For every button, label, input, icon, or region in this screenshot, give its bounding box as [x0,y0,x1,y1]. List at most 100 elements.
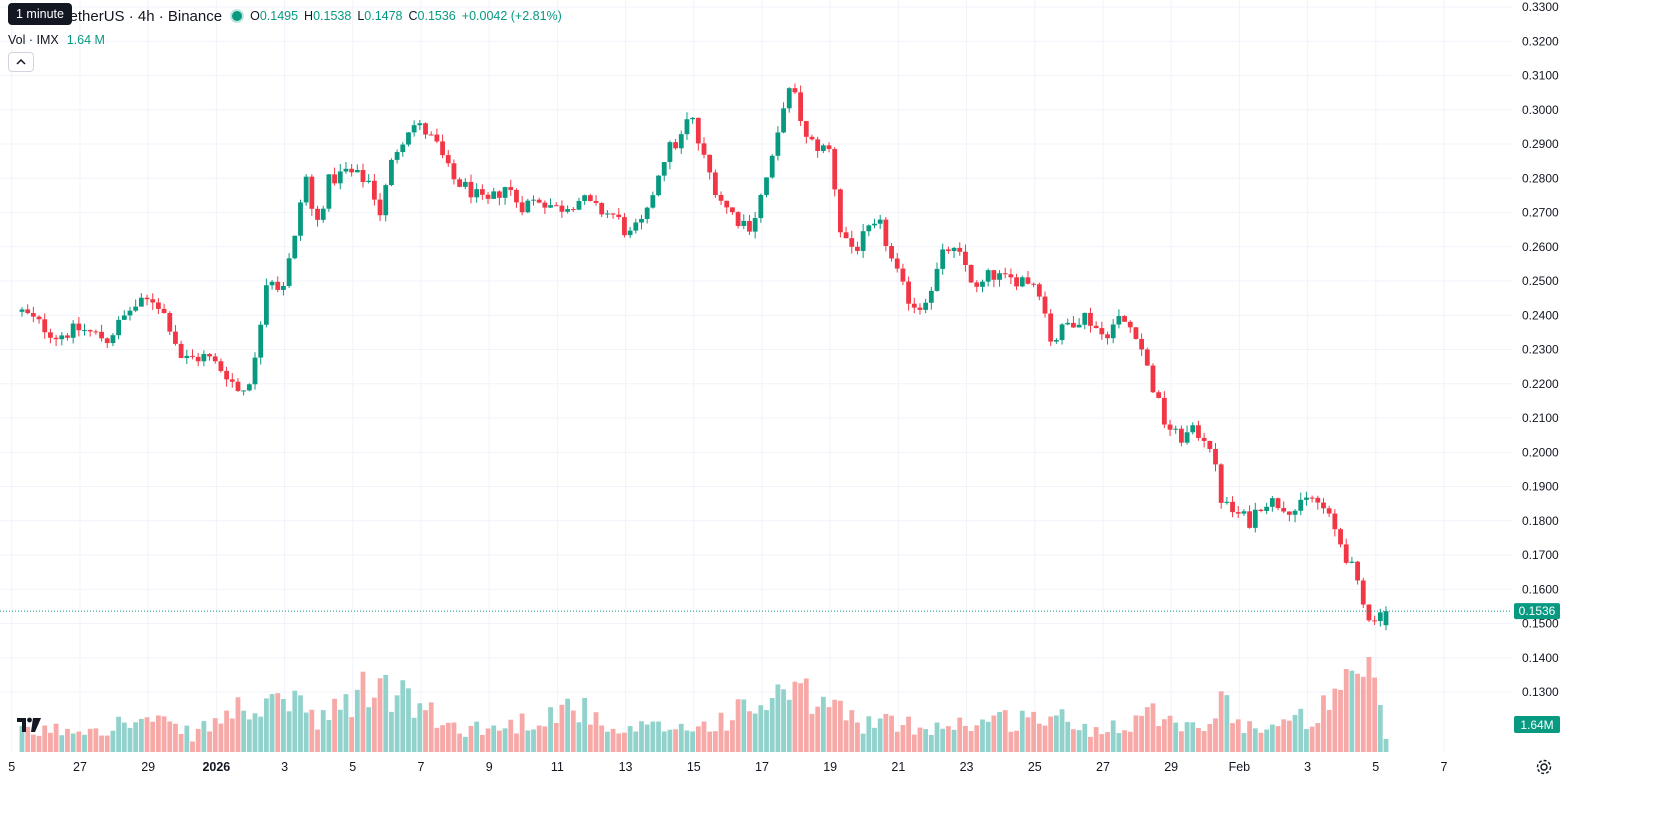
candle-down [1002,273,1008,275]
candle-up [548,205,553,208]
candle-down [599,202,605,215]
candle-up [343,168,349,172]
volume-bar [1167,715,1173,752]
candle-down [224,370,229,380]
volume-bar [479,734,485,752]
candle-down [1133,327,1139,339]
time-tick-label: 19 [823,760,837,774]
candle-down [855,246,860,251]
tradingview-logo-icon[interactable] [12,710,46,740]
volume-bar [1338,689,1343,752]
candle-down [423,123,428,135]
candle-up [644,207,650,219]
candle-up [872,223,877,226]
volume-bar [724,730,730,752]
candle-down [610,213,616,215]
candle-up [1264,506,1270,512]
volume-bar [644,724,650,752]
close-key: C [408,9,418,23]
volume-bar [1042,725,1048,752]
volume-bar [281,699,286,752]
volume-bar [326,720,332,752]
volume-bar [855,722,860,752]
candle-up [406,132,411,145]
candle-down [1156,392,1162,398]
candle-down [332,174,337,184]
time-tick-label: 5 [1372,760,1379,774]
volume-bar [542,726,548,752]
candle-down [440,141,445,156]
candle-up [639,218,644,223]
volume-bar [246,719,252,752]
volume-bar [235,697,241,752]
candle-down [803,121,809,137]
volume-bar [138,718,144,752]
candle-down [434,134,440,142]
volume-bar [269,694,275,752]
chart-grid [0,0,1512,752]
volume-bar [1292,714,1298,752]
volume-bar [389,711,394,752]
price-tick-label: 0.2600 [1522,240,1559,254]
collapse-legend-button[interactable] [8,52,34,72]
candle-up [928,290,934,303]
open-key: O [250,9,260,23]
volume-label[interactable]: Vol · IMX [8,33,59,47]
candle-down [945,249,951,252]
volume-bar [468,725,474,752]
volume-bar [1218,691,1224,752]
candle-down [1366,604,1372,621]
volume-bar [144,717,150,752]
time-tick-label: 15 [687,760,701,774]
volume-bar [985,721,991,752]
candle-up [951,247,957,252]
volume-bar [599,725,605,752]
candle-up [502,187,508,198]
volume-bar [70,733,76,752]
candle-down [479,189,485,195]
volume-bar [673,729,678,752]
candle-down [1360,580,1366,605]
volume-bar [1014,730,1019,752]
volume-bar [298,695,303,752]
volume-bar [161,716,167,752]
candle-up [1065,322,1071,325]
candle-down [468,181,474,198]
candle-up [678,134,684,149]
volume-bar [263,698,269,752]
volume-bar [701,721,707,752]
candle-down [65,335,70,338]
candle-down [1218,464,1224,503]
volume-bar [707,731,713,752]
candle-up [565,209,570,212]
candle-up [298,202,303,236]
time-tick-label: Feb [1229,760,1251,774]
gear-icon[interactable] [1535,758,1553,776]
symbol-title[interactable]: TetherUS · 4h · Binance [62,7,223,25]
volume-bar [906,716,911,752]
volume-bar [923,729,929,752]
volume-bar [1196,728,1201,752]
volume-bar [565,698,570,752]
volume-bar [940,728,946,752]
price-tick-label: 0.2000 [1522,445,1559,459]
volume-bar [1048,716,1054,752]
candle-down [156,302,161,309]
volume-bar [849,710,855,752]
candle-down [190,355,195,357]
candle-down [917,307,923,310]
volume-bar [1383,738,1389,752]
candle-up [320,208,326,220]
time-tick-label: 13 [619,760,633,774]
candle-down [377,199,383,216]
volume-bar [434,727,440,752]
volume-bar [1258,732,1264,752]
volume-bar [1315,723,1321,752]
volume-bar [315,729,320,752]
volume-bar [252,713,258,752]
volume-bar [190,741,195,752]
volume-bar [440,725,445,752]
candle-up [269,281,275,286]
candle-up [1224,501,1230,503]
